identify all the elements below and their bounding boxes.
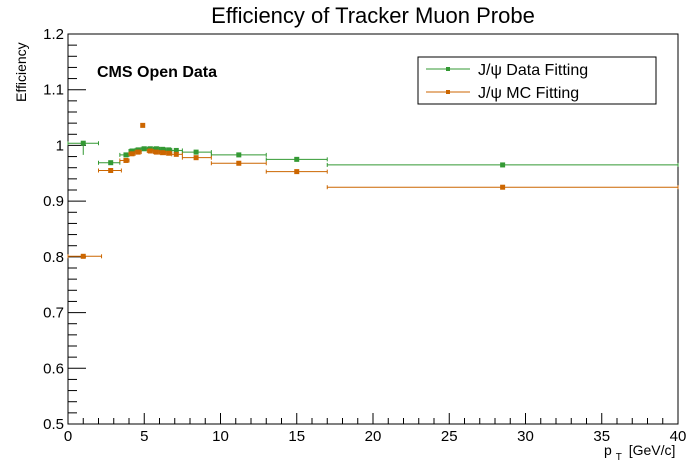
y-axis-label: Efficiency	[13, 42, 29, 102]
point-marker	[500, 162, 506, 168]
x-tick-label: 30	[517, 428, 534, 445]
point-marker	[80, 253, 86, 259]
data-point	[326, 162, 679, 168]
y-tick-label: 1.1	[43, 82, 64, 99]
legend: J/ψ Data Fitting J/ψ MC Fitting	[417, 56, 657, 105]
x-tick-label: 35	[593, 428, 610, 445]
y-tick-label: 0.8	[43, 249, 64, 266]
point-marker	[236, 152, 242, 158]
y-axis: 0.5 0.6 0.7 0.8 0.9 1 1.1 1.2	[43, 26, 86, 433]
y-tick-label: 0.9	[43, 193, 64, 210]
data-point	[119, 157, 130, 163]
point-marker	[160, 150, 166, 156]
x-tick-label: 15	[288, 428, 305, 445]
legend-marker-mc	[446, 90, 450, 94]
data-point	[134, 149, 142, 155]
series-layer	[67, 122, 679, 259]
x-tick-label: 0	[64, 428, 72, 445]
point-marker	[294, 169, 300, 175]
point-marker	[153, 149, 159, 155]
y-tick-label: 1.2	[43, 26, 64, 43]
y-tick-label: 0.5	[43, 416, 64, 433]
data-point	[165, 150, 173, 156]
data-point	[98, 168, 122, 173]
point-marker	[129, 151, 135, 157]
data-point	[128, 151, 136, 157]
point-marker	[160, 146, 166, 152]
data-point	[181, 155, 212, 161]
point-marker	[140, 122, 146, 128]
y-tick-label: 0.6	[43, 360, 64, 377]
x-axis-label: p T [GeV/c]	[604, 442, 675, 463]
point-marker	[193, 155, 199, 161]
y-tick-label: 0.7	[43, 305, 64, 322]
x-tick-label: 5	[140, 428, 148, 445]
data-point	[171, 151, 183, 157]
x-tick-label: 25	[441, 428, 458, 445]
point-marker	[236, 160, 242, 166]
data-point	[67, 140, 99, 155]
legend-box	[417, 56, 657, 105]
data-point	[98, 160, 121, 166]
cms-open-data-annotation: CMS Open Data	[97, 64, 217, 81]
data-point	[159, 150, 167, 156]
point-marker	[166, 150, 172, 156]
point-marker	[141, 146, 147, 152]
series-mc-fitting	[67, 122, 679, 259]
x-tick-label: 40	[670, 428, 687, 445]
x-axis-label-main: p	[604, 442, 612, 458]
legend-marker-data	[446, 67, 450, 71]
x-axis-label-subscript: T	[616, 452, 622, 463]
data-point	[210, 160, 267, 166]
data-point	[119, 152, 130, 158]
point-marker	[80, 140, 86, 146]
x-tick-label: 10	[212, 428, 229, 445]
point-marker	[108, 160, 114, 166]
data-point	[326, 184, 679, 190]
data-point	[67, 253, 103, 259]
point-marker	[166, 147, 172, 153]
legend-entry-data: J/ψ Data Fitting	[426, 62, 588, 79]
x-tick-label: 20	[365, 428, 382, 445]
data-point	[140, 122, 146, 128]
point-marker	[135, 149, 141, 155]
data-point	[140, 146, 148, 152]
point-marker	[173, 147, 179, 153]
chart-title: Efficiency of Tracker Muon Probe	[211, 3, 535, 28]
point-marker	[500, 184, 506, 190]
y-tick-label: 1	[56, 137, 64, 154]
point-marker	[129, 148, 135, 154]
point-marker	[123, 157, 129, 163]
data-point	[210, 152, 267, 158]
x-axis-label-unit: [GeV/c]	[629, 442, 676, 458]
legend-label-mc: J/ψ MC Fitting	[478, 85, 579, 102]
data-point	[265, 169, 328, 175]
point-marker	[147, 148, 153, 154]
data-point	[181, 149, 212, 155]
point-marker	[153, 146, 159, 152]
point-marker	[173, 151, 179, 157]
point-marker	[123, 152, 129, 158]
point-marker	[193, 149, 199, 155]
data-point	[146, 148, 154, 154]
data-point	[265, 156, 328, 162]
point-marker	[108, 168, 114, 173]
x-axis: 0 5 10 15 20 25 30 35 40	[64, 413, 687, 445]
data-point	[152, 149, 160, 155]
legend-entry-mc: J/ψ MC Fitting	[426, 85, 579, 102]
point-marker	[294, 156, 300, 162]
legend-label-data: J/ψ Data Fitting	[478, 62, 588, 79]
